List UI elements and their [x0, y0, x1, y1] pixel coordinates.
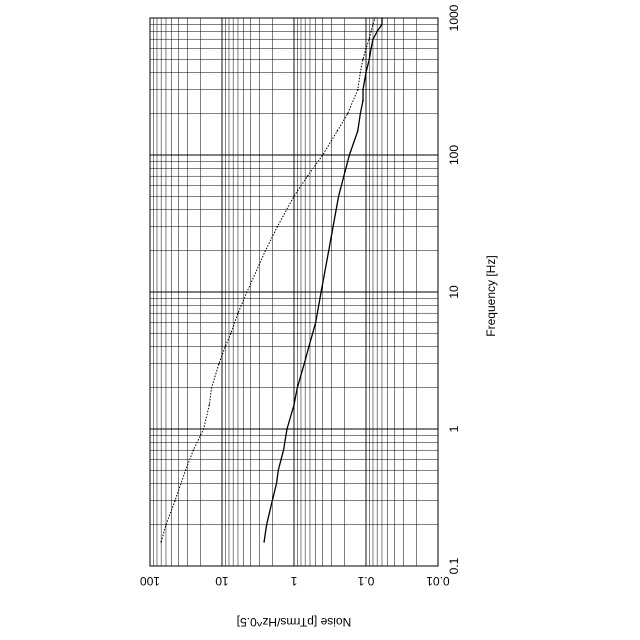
series-point [357, 89, 359, 91]
frequency-tick-label: 1000 [447, 4, 461, 31]
series-point [203, 428, 205, 430]
series-point [293, 195, 295, 197]
series-group [160, 17, 382, 542]
series-point [374, 17, 376, 19]
series-point [349, 154, 351, 156]
series-point [272, 500, 274, 502]
series-point [296, 387, 298, 389]
dotted-noise-series [161, 18, 375, 542]
series-point [276, 483, 278, 485]
frequency-tick-label: 1 [447, 425, 461, 432]
series-point [224, 346, 226, 348]
series-point [381, 23, 383, 25]
series-point [368, 58, 370, 60]
series-point [266, 524, 268, 526]
series-point [362, 100, 364, 102]
series-point [370, 30, 372, 32]
series-point [359, 113, 361, 115]
series-point [338, 195, 340, 197]
series-point [165, 524, 167, 526]
series-point [372, 38, 374, 40]
frequency-tick-label: 100 [447, 145, 461, 165]
series-point [365, 72, 367, 74]
solid-noise-series [264, 18, 382, 542]
series-point [230, 332, 232, 334]
noise-tick-labels: 0.01 0.1 1 10 100 [140, 574, 450, 588]
series-point [185, 469, 187, 471]
series-point [286, 428, 288, 430]
grid-lines [150, 18, 438, 566]
series-point [160, 541, 162, 543]
series-point [328, 250, 330, 252]
series-point [209, 404, 211, 406]
frequency-tick-label: 0.1 [447, 557, 461, 574]
series-point [265, 250, 267, 252]
series-point [368, 38, 370, 40]
series-point [337, 130, 339, 132]
series-point [372, 23, 374, 25]
series-point [218, 363, 220, 365]
series-point [376, 30, 378, 32]
series-point [307, 175, 309, 177]
series-point [193, 449, 195, 451]
series-point [359, 72, 361, 74]
series-point [362, 89, 364, 91]
series-point [362, 58, 364, 60]
noise-tick-label: 0.1 [357, 574, 374, 588]
series-point [278, 469, 280, 471]
series-point [277, 226, 279, 228]
series-point [320, 291, 322, 293]
series-point [303, 363, 305, 365]
frequency-tick-label: 10 [447, 285, 461, 299]
series-point [315, 322, 317, 324]
series-point [357, 130, 359, 132]
series-point [293, 404, 295, 406]
series-point [370, 48, 372, 50]
noise-tick-label: 100 [140, 574, 160, 588]
series-point [308, 346, 310, 348]
frequency-tick-labels: 0.1 1 10 100 1000 [447, 4, 461, 574]
series-point [347, 113, 349, 115]
noise-tick-label: 0.01 [426, 574, 450, 588]
series-point [246, 291, 248, 293]
series-point [237, 312, 239, 314]
series-point [365, 48, 367, 50]
x-axis-title: Frequency [Hz] [484, 255, 498, 336]
series-point [283, 449, 285, 451]
series-point [381, 17, 383, 19]
y-axis-title: Noise [pTrms/Hz^0.5] [237, 615, 352, 629]
series-point [211, 387, 213, 389]
series-point [174, 500, 176, 502]
series-point [263, 541, 265, 543]
noise-tick-label: 10 [215, 574, 229, 588]
noise-tick-label: 1 [290, 574, 297, 588]
series-point [322, 154, 324, 156]
series-point [312, 332, 314, 334]
